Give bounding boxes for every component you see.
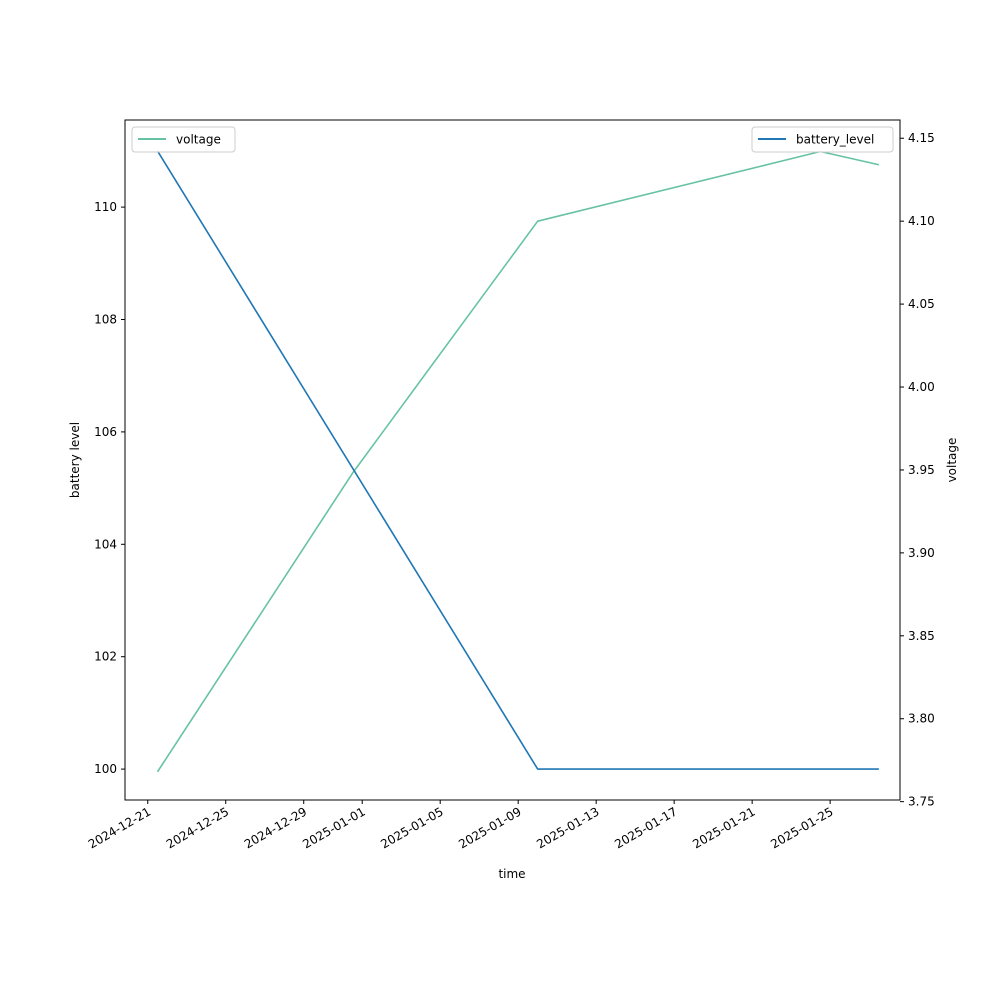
x-tick-label: 2025-01-13 [534, 804, 601, 851]
legend-label-voltage: voltage [176, 133, 221, 147]
y-right-tick-label: 3.75 [908, 795, 935, 809]
x-tick-label: 2025-01-01 [300, 804, 367, 851]
y-left-tick-label: 110 [94, 200, 117, 214]
y-right-tick-label: 3.80 [908, 712, 935, 726]
legend-battery-level: battery_level [751, 126, 894, 153]
y-left-tick-label: 108 [94, 313, 117, 327]
x-axis-title: time [498, 867, 525, 881]
y-left-tick-label: 106 [94, 425, 117, 439]
legend-label-battery-level: battery_level [796, 133, 874, 147]
legend-voltage: voltage [131, 126, 236, 153]
y-right-tick-label: 3.85 [908, 629, 935, 643]
y-axis-left-title: battery level [68, 422, 82, 498]
x-tick-label: 2025-01-17 [612, 804, 679, 851]
y-axis-right: 3.75 3.80 3.85 3.90 3.95 4.00 4.05 4.10 4.15 [900, 131, 935, 809]
x-tick-label: 2025-01-21 [690, 804, 757, 851]
x-axis: 2024-12-21 2024-12-25 2024-12-292025-01-01… [86, 800, 836, 851]
y-axis-left: 100 102 104 106 108 110 [94, 200, 125, 776]
y-right-tick-label: 4.15 [908, 131, 935, 145]
x-tick-label: 2025-01-09 [456, 804, 523, 851]
y-left-tick-label: 100 [94, 762, 117, 776]
x-tick-label: 2024-12-25 [164, 804, 231, 851]
x-tick-label: 2025-01-05 [378, 804, 445, 851]
y-right-tick-label: 3.90 [908, 546, 935, 560]
y-left-tick-label: 104 [94, 537, 117, 551]
y-axis-right-title: voltage [945, 438, 959, 483]
series-layer [156, 150, 880, 773]
x-tick-label: 2024-12-21 [86, 804, 153, 851]
series-line-battery-level [156, 150, 879, 770]
axes-frame [124, 119, 901, 801]
x-tick-label: 2024-12-29 [242, 804, 309, 851]
y-left-tick-label: 102 [94, 650, 117, 664]
y-right-tick-label: 4.10 [908, 214, 935, 228]
series-line-voltage [156, 150, 880, 773]
y-right-tick-label: 4.05 [908, 297, 935, 311]
plot-area [125, 120, 900, 800]
y-right-tick-label: 3.95 [908, 463, 935, 477]
y-right-tick-label: 4.00 [908, 380, 935, 394]
x-tick-label: 2025-01-25 [768, 804, 835, 851]
